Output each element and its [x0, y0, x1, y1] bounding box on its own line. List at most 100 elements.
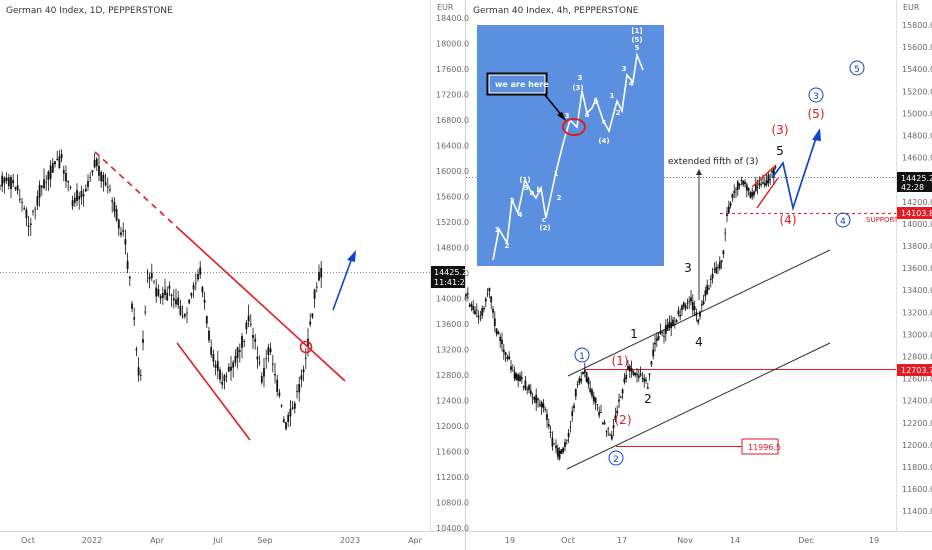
- left-candle-body: [311, 313, 314, 318]
- left-candle-body: [133, 317, 136, 320]
- right-candle-body: [763, 183, 766, 186]
- right-candle-body: [643, 378, 646, 382]
- left-candle-body: [16, 185, 19, 191]
- right-candle-body: [616, 410, 619, 414]
- left-candle-body: [254, 338, 257, 342]
- left-candle-body: [203, 299, 206, 303]
- right-candle-body: [677, 310, 680, 315]
- right-candle-body: [564, 442, 566, 447]
- right-candle-body: [502, 349, 505, 353]
- left-candle-body: [60, 154, 63, 159]
- left-time-axis: Oct 2022 Apr Jul Sep 2023 Apr: [21, 536, 423, 545]
- right-candle-body: [524, 380, 527, 390]
- right-candle-body: [598, 411, 601, 416]
- right-time-tick: 17: [617, 536, 627, 545]
- right-candle-body: [466, 293, 469, 295]
- right-candle-body: [675, 320, 678, 323]
- right-candle-body: [537, 398, 539, 400]
- left-price-tick: 16400.0: [436, 142, 469, 151]
- right-price-tick: 12400.0: [902, 397, 932, 406]
- right-candle-body: [681, 305, 683, 310]
- left-candle-body: [80, 190, 83, 198]
- left-candle-body: [320, 267, 323, 278]
- left-candle-body: [29, 223, 32, 225]
- left-candle-body: [49, 165, 52, 179]
- left-candle-body: [5, 177, 8, 181]
- right-candle-body: [747, 187, 750, 191]
- inset-wave-label: [1]: [631, 27, 642, 35]
- wave-1-label: 1: [630, 327, 638, 341]
- right-price-tick: 12800.0: [902, 353, 932, 362]
- left-candle-body: [93, 160, 96, 168]
- right-candle-body: [664, 325, 667, 334]
- left-candle-body: [212, 354, 215, 362]
- left-candle-body: [139, 374, 142, 376]
- red-level-price-badge: [897, 364, 932, 376]
- inset-wave-label: 4: [518, 211, 523, 219]
- left-currency-label: EUR: [437, 3, 454, 12]
- left-candle-body: [142, 339, 144, 343]
- right-candle-body: [672, 319, 674, 326]
- right-candle-body: [727, 206, 730, 213]
- left-price-tick: 16800.0: [436, 116, 469, 125]
- right-candle-body: [587, 377, 590, 385]
- breakout-circle: [299, 340, 313, 354]
- right-candle-body: [697, 319, 700, 323]
- right-time-tick: 19: [505, 536, 515, 545]
- left-price-tick: 15600.0: [436, 193, 469, 202]
- right-candle-body: [729, 202, 732, 206]
- right-candle-body: [735, 189, 737, 191]
- left-time-tick: Sep: [257, 536, 272, 545]
- right-candle-body: [465, 294, 467, 297]
- wedge-upper: [751, 164, 777, 188]
- right-candle-body: [704, 290, 707, 297]
- right-candle-body: [736, 181, 739, 190]
- left-candle-body: [227, 366, 230, 372]
- left-candle-body: [267, 347, 270, 355]
- right-candle-body: [603, 422, 606, 425]
- right-price-tick: 13200.0: [902, 308, 932, 317]
- left-candle-body: [230, 366, 232, 371]
- right-candle-body: [688, 300, 691, 302]
- right-candle-body: [547, 424, 550, 427]
- inset-callout-text: we are here: [495, 80, 549, 89]
- right-candle-body: [506, 356, 509, 360]
- right-candle-body: [605, 431, 608, 433]
- wave-p3-label: (3): [772, 123, 789, 137]
- left-time-tick: Jul: [212, 536, 223, 545]
- upper-channel-line: [567, 249, 831, 377]
- lower-channel-line-right: [566, 342, 831, 470]
- left-candle-body: [56, 158, 59, 160]
- inset-wave-label: 1: [495, 226, 500, 234]
- right-candle-body: [621, 389, 624, 394]
- right-candle-body: [679, 314, 682, 317]
- right-candle-body: [592, 395, 595, 402]
- left-candle-body: [225, 375, 228, 377]
- inset-wave-label: 5: [524, 184, 529, 192]
- right-price-tick: 15800.0: [902, 21, 932, 30]
- right-price-tick: 14800.0: [902, 132, 932, 141]
- right-candle-body: [753, 191, 755, 196]
- right-price-tick: 14200.0: [902, 198, 932, 207]
- left-candle-body: [98, 165, 100, 176]
- left-candle-body: [23, 207, 26, 209]
- right-candle-body: [749, 191, 752, 198]
- downtrend-line-dashed: [94, 151, 181, 231]
- left-candle-body: [190, 293, 193, 296]
- left-candle-body: [188, 299, 191, 304]
- right-candle-body: [504, 352, 507, 356]
- right-price-tick: 13400.0: [902, 286, 932, 295]
- inset-diagram: [477, 25, 664, 266]
- wedge-lower: [756, 177, 779, 209]
- inset-wave-label: c: [602, 118, 606, 126]
- left-candle-body: [234, 355, 237, 363]
- left-price-tick: 12400.0: [436, 397, 469, 406]
- right-candle-body: [731, 194, 734, 198]
- left-candle-body: [128, 276, 131, 279]
- left-candle-body: [47, 171, 50, 180]
- right-candle-body: [477, 315, 480, 318]
- right-candle-body: [708, 288, 710, 290]
- left-candle-body: [106, 186, 109, 188]
- right-price-tick: 12200.0: [902, 419, 932, 428]
